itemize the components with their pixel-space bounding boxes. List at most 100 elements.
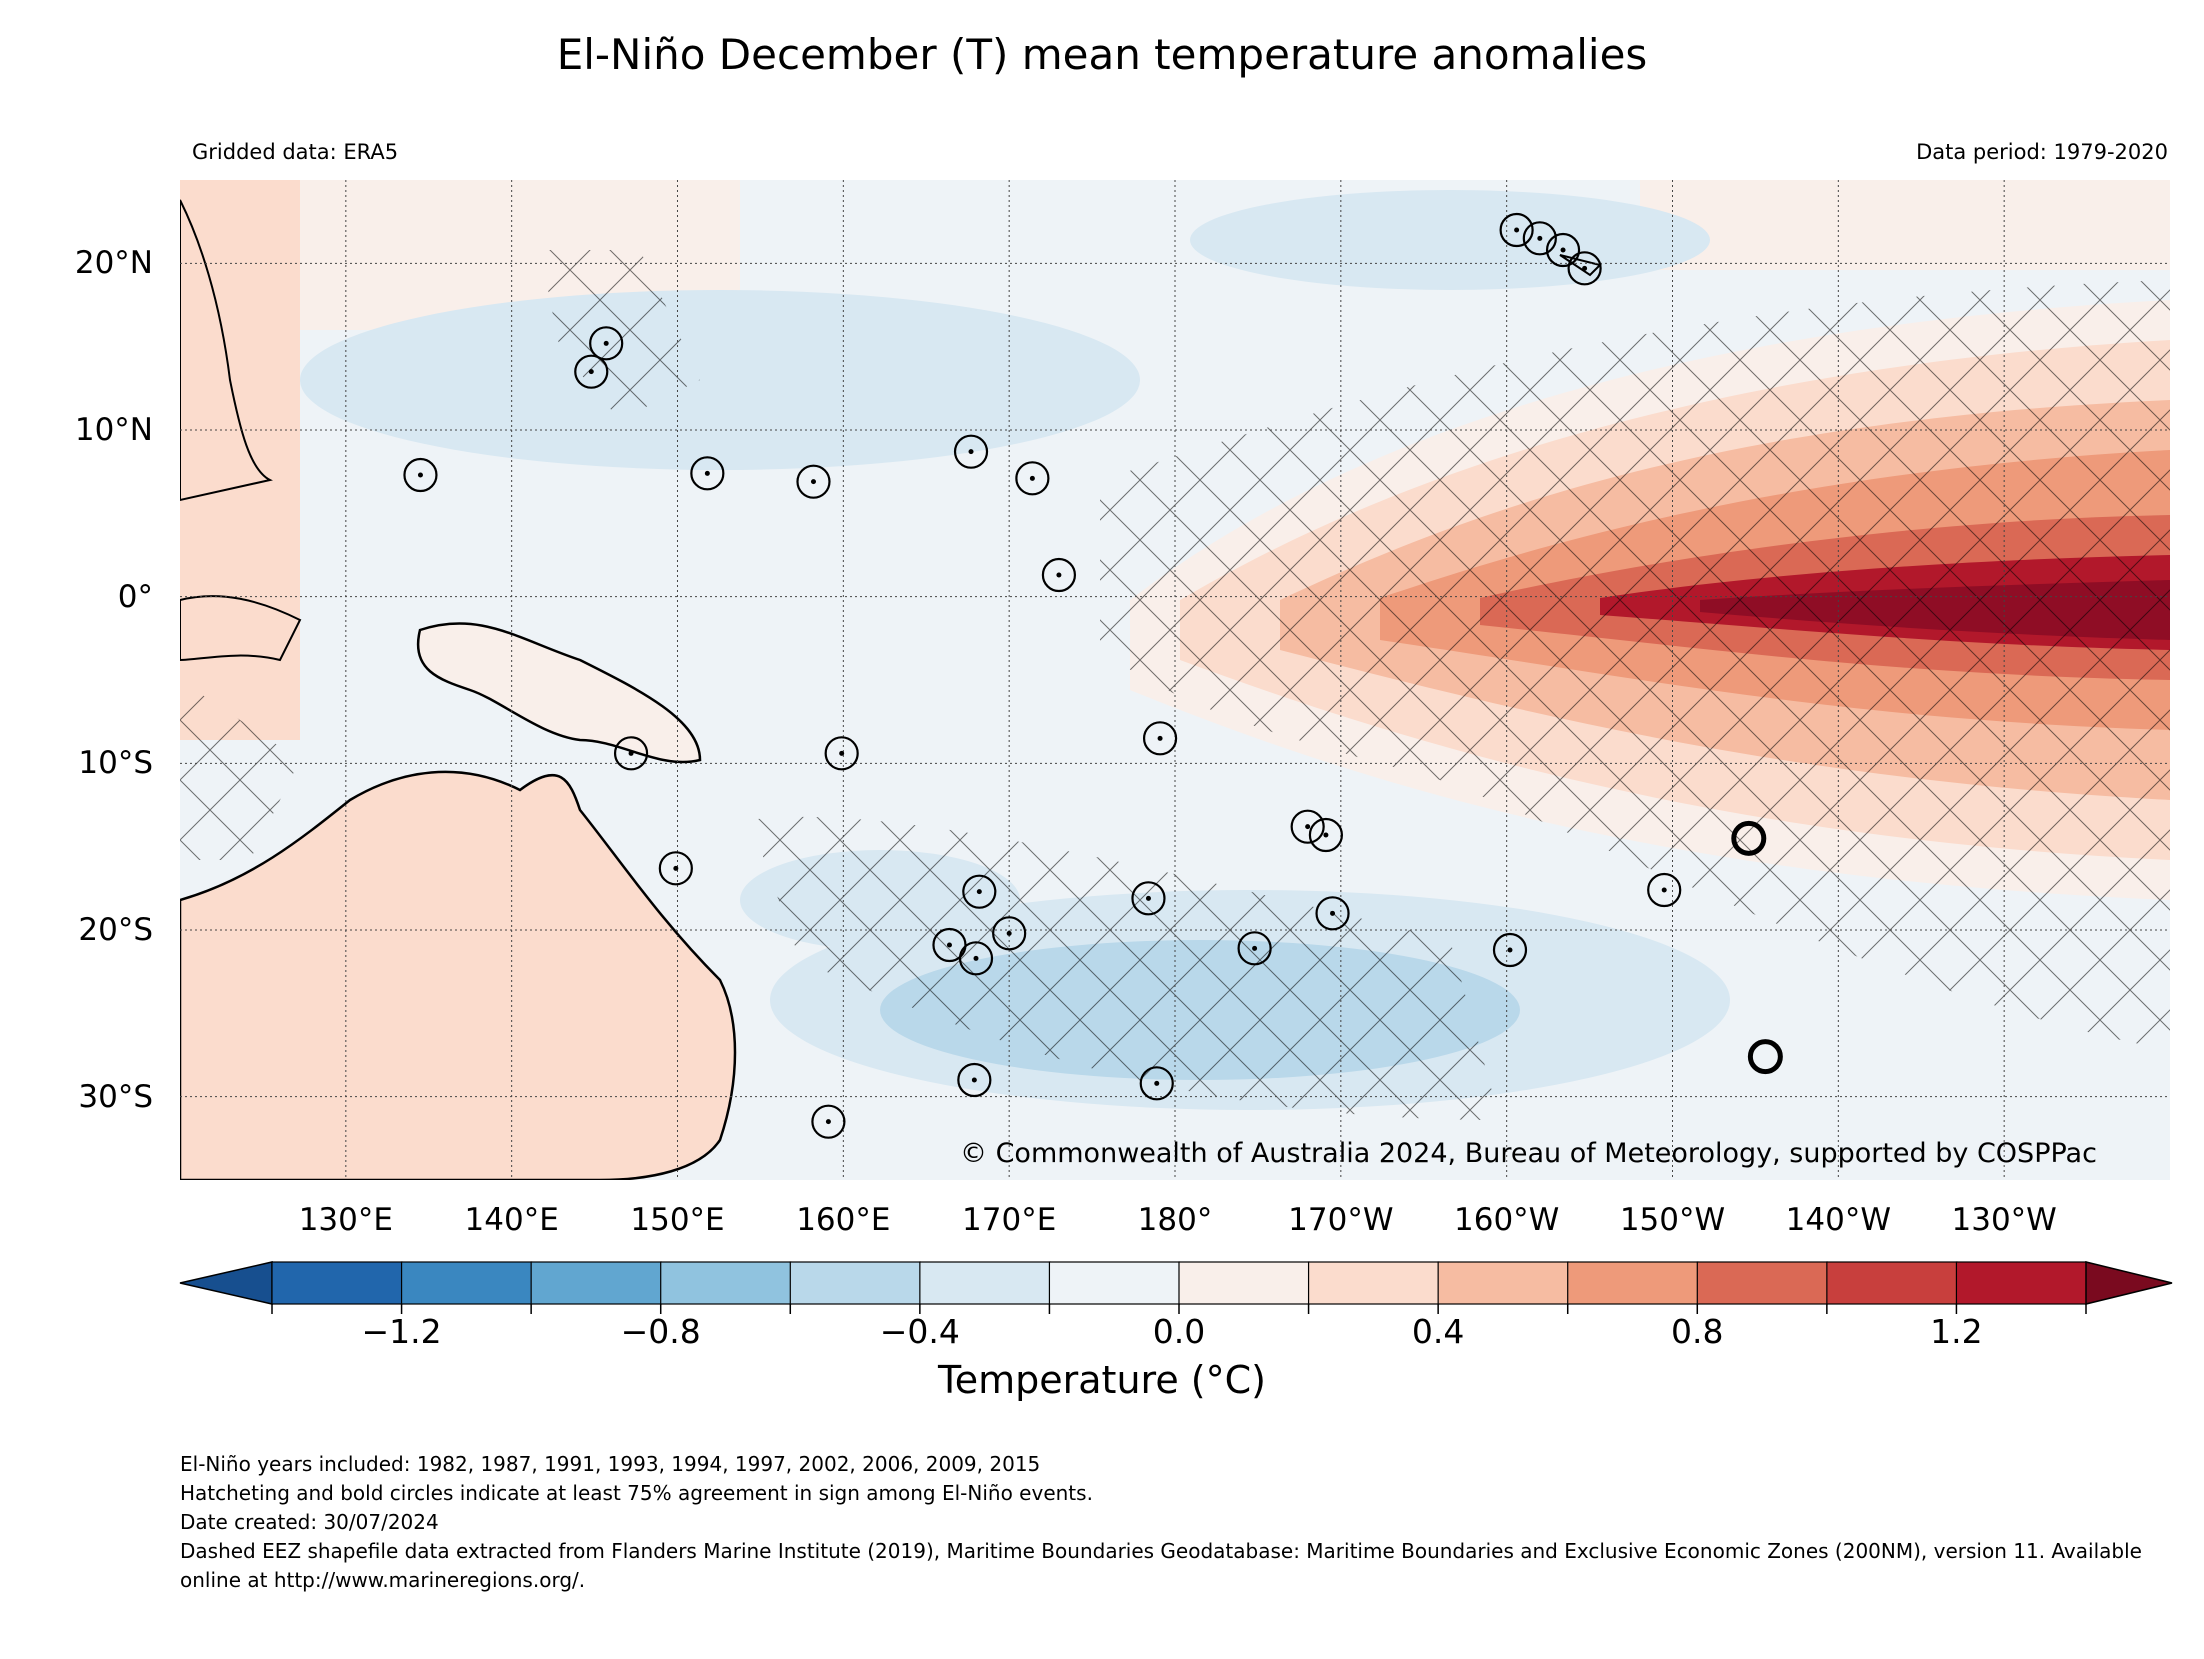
station-marker <box>613 736 649 771</box>
copyright-notice: © Commonwealth of Australia 2024, Bureau… <box>960 1138 2097 1169</box>
colorbar-tick-label: −1.2 <box>361 1312 442 1351</box>
colorbar-segment <box>1437 1261 1569 1305</box>
data-period-label: Data period: 1979-2020 <box>1916 140 2168 164</box>
island-dot <box>946 942 952 948</box>
hatching-region <box>750 816 1500 1120</box>
latitude-tick-label: 10°N <box>74 412 153 448</box>
island-dot <box>1056 572 1062 578</box>
footer-eez-note: Dashed EEZ shapefile data extracted from… <box>180 1539 2149 1592</box>
station-marker <box>589 326 624 361</box>
island-dot <box>1252 945 1258 951</box>
island-dot <box>973 955 979 961</box>
longitude-tick-label: 160°E <box>796 1202 891 1238</box>
island-dot <box>603 340 609 346</box>
latitude-tick-label: 20°S <box>78 912 153 948</box>
latitude-tick-label: 20°N <box>74 245 153 282</box>
station-marker <box>1041 557 1077 593</box>
colorbar-segment <box>1307 1261 1440 1305</box>
station-marker <box>1142 721 1178 756</box>
longitude-tick-label: 140°E <box>464 1202 559 1238</box>
station-marker <box>796 464 831 499</box>
longitude-tick-label: 150°E <box>630 1202 725 1238</box>
station-marker <box>811 1104 846 1139</box>
station-marker <box>1139 1066 1174 1101</box>
island-dot <box>1145 895 1151 901</box>
island-dot <box>1582 265 1588 271</box>
land-new-guinea <box>416 622 702 764</box>
anomaly-region <box>1640 180 2170 270</box>
land-australia <box>180 770 737 1180</box>
bold-station-marker <box>1747 1039 1783 1075</box>
station-marker <box>1237 931 1272 966</box>
footer-years: El-Niño years included: 1982, 1987, 1991… <box>180 1452 1041 1476</box>
longitude-tick-label: 180° <box>1137 1202 1213 1238</box>
island-dot <box>673 865 679 871</box>
footer-hatch-note: Hatcheting and bold circles indicate at … <box>180 1481 1093 1505</box>
colorbar-segment <box>919 1261 1051 1305</box>
colorbar-segment <box>400 1261 533 1305</box>
island-dot <box>1330 910 1336 916</box>
colorbar-tick-label: 0.0 <box>1152 1312 1206 1351</box>
island-dot <box>968 449 974 455</box>
longitude-tick-label: 150°W <box>1619 1202 1726 1238</box>
land-philippines <box>180 199 273 502</box>
station-marker <box>953 434 989 469</box>
land-indonesia <box>180 595 302 662</box>
station-marker <box>690 456 725 491</box>
station-marker <box>658 851 693 886</box>
island-dot <box>704 470 710 476</box>
colorbar-segment <box>1955 1261 2088 1305</box>
island-dot <box>417 472 423 478</box>
station-marker <box>1647 872 1682 908</box>
latitude-tick-label: 0° <box>117 578 153 615</box>
station-marker <box>1545 232 1581 268</box>
island-dot <box>976 889 982 895</box>
latitude-tick-label: 30°S <box>78 1078 153 1115</box>
colorbar-segment <box>660 1261 792 1305</box>
colorbar-segment <box>271 1261 403 1305</box>
station-markers <box>403 212 1783 1139</box>
island-dot <box>1157 735 1163 741</box>
station-marker <box>1308 817 1344 853</box>
colorbar-segment <box>1567 1261 1699 1305</box>
bold-station-marker <box>1731 820 1767 856</box>
station-marker <box>1290 809 1325 844</box>
gridded-data-label: Gridded data: ERA5 <box>192 140 399 164</box>
longitude-tick-label: 160°W <box>1453 1202 1560 1238</box>
colorbar-segment <box>1696 1261 1828 1305</box>
colorbar-tick-label: −0.8 <box>620 1312 701 1351</box>
station-marker <box>1492 932 1528 968</box>
colorbar-under-arrow <box>179 1261 273 1305</box>
island-dot <box>1507 947 1513 953</box>
colorbar-tick-label: 1.2 <box>1930 1312 1983 1351</box>
hatching-region <box>180 680 300 860</box>
longitude-tick-label: 170°E <box>962 1202 1057 1238</box>
island-dot <box>971 1077 977 1083</box>
station-marker <box>1567 251 1602 286</box>
island-dot <box>1560 247 1566 253</box>
anomaly-region <box>300 290 1140 470</box>
station-marker <box>1131 881 1166 916</box>
colorbar-label: Temperature (°C) <box>938 1358 1266 1402</box>
island-dot <box>1323 832 1329 838</box>
longitude-tick-label: 130°W <box>1951 1202 2057 1238</box>
colorbar-tick-label: 0.4 <box>1411 1312 1465 1351</box>
chart-title: El-Niño December (T) mean temperature an… <box>556 30 1648 79</box>
island-dot <box>1537 235 1543 241</box>
land-hawaii <box>1559 254 1602 277</box>
colorbar-segment <box>530 1261 662 1305</box>
footer-date: Date created: 30/07/2024 <box>180 1510 439 1534</box>
colorbar-segment <box>1826 1261 1958 1305</box>
colorbar-segment <box>1048 1261 1181 1305</box>
longitude-tick-label: 130°E <box>298 1202 393 1238</box>
island-dot <box>810 479 816 485</box>
colorbar-segment <box>789 1261 921 1305</box>
station-marker <box>1015 461 1050 496</box>
colorbar-tick-label: −0.4 <box>879 1312 960 1351</box>
station-marker <box>958 941 994 976</box>
island-dot <box>1154 1080 1160 1086</box>
map-panel <box>180 180 2170 1180</box>
graticule <box>180 180 2170 1180</box>
station-marker <box>1315 896 1350 931</box>
